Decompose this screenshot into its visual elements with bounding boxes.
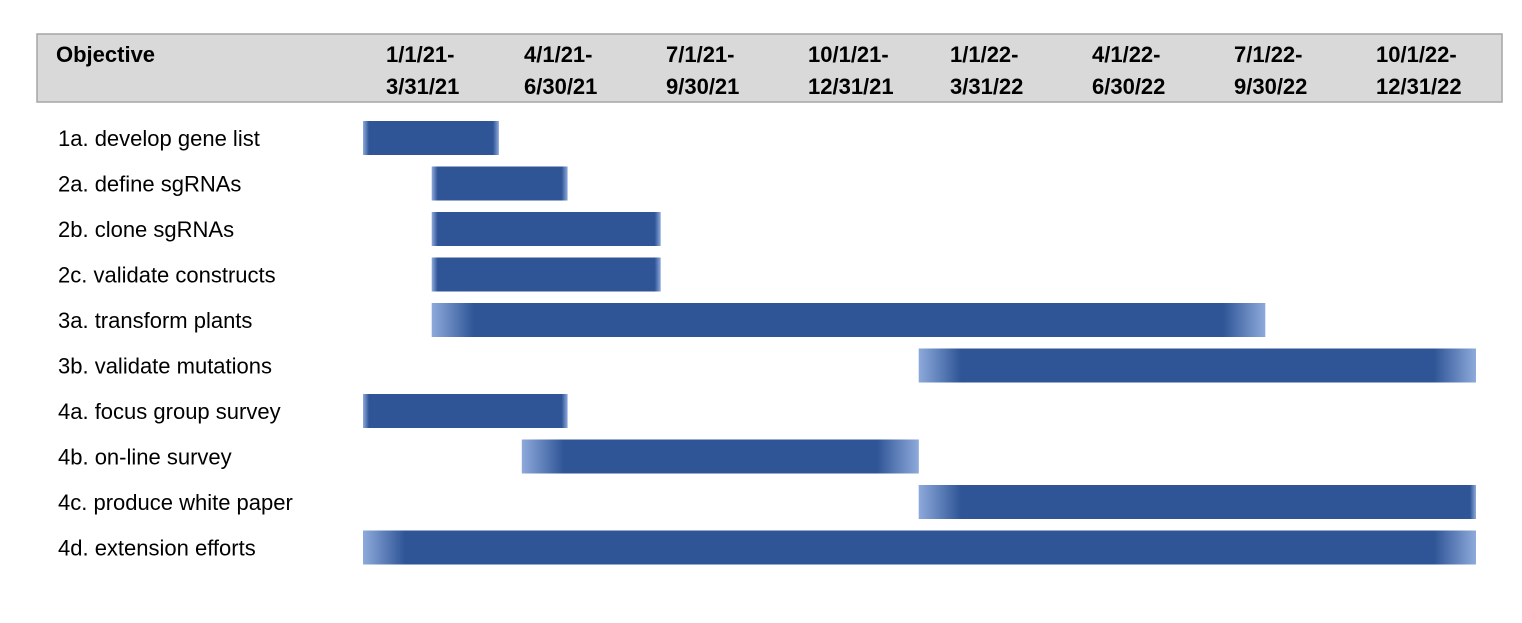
task-label: 3b. validate mutations bbox=[58, 354, 272, 379]
task-label: 2b. clone sgRNAs bbox=[58, 217, 234, 242]
task-bar bbox=[431, 257, 661, 292]
period-header-line2: 12/31/22 bbox=[1376, 74, 1462, 99]
task-bar bbox=[431, 303, 1266, 337]
task-label: 4d. extension efforts bbox=[58, 536, 256, 561]
header-background bbox=[36, 33, 1503, 103]
period-header-line1: 4/1/22- bbox=[1092, 42, 1161, 67]
task-label: 4b. on-line survey bbox=[58, 445, 232, 470]
period-header-line1: 10/1/22- bbox=[1376, 42, 1457, 67]
task-label: 2a. define sgRNAs bbox=[58, 172, 241, 197]
task-rows: 1a. develop gene list 2a. define sgRNAs 2b… bbox=[58, 121, 1476, 565]
task-bar bbox=[363, 394, 568, 428]
period-header-line2: 9/30/21 bbox=[666, 74, 739, 99]
task-bar bbox=[918, 485, 1476, 519]
task-label: 4a. focus group survey bbox=[58, 399, 281, 424]
task-bar bbox=[431, 166, 568, 201]
task-bar bbox=[363, 530, 1476, 565]
period-header-line2: 3/31/22 bbox=[950, 74, 1023, 99]
task-label: 4c. produce white paper bbox=[58, 490, 293, 515]
period-header-line1: 1/1/22- bbox=[950, 42, 1019, 67]
header-objective-label: Objective bbox=[56, 42, 155, 67]
period-header-line2: 3/31/21 bbox=[386, 74, 459, 99]
period-header-line1: 10/1/21- bbox=[808, 42, 889, 67]
task-label: 2c. validate constructs bbox=[58, 263, 276, 288]
period-header-line2: 6/30/22 bbox=[1092, 74, 1165, 99]
period-header-line2: 12/31/21 bbox=[808, 74, 894, 99]
task-label: 3a. transform plants bbox=[58, 308, 252, 333]
task-bar bbox=[918, 348, 1476, 383]
period-header-line1: 7/1/22- bbox=[1234, 42, 1303, 67]
period-header-line1: 4/1/21- bbox=[524, 42, 593, 67]
task-bar bbox=[431, 212, 661, 246]
task-label: 1a. develop gene list bbox=[58, 126, 260, 151]
period-header-line2: 6/30/21 bbox=[524, 74, 597, 99]
period-headers: 1/1/21- 3/31/21 4/1/21- 6/30/21 7/1/21- 9/30/… bbox=[386, 42, 1462, 99]
task-bar bbox=[521, 439, 919, 474]
period-header-line2: 9/30/22 bbox=[1234, 74, 1307, 99]
task-bar bbox=[363, 121, 499, 155]
period-header-line1: 1/1/21- bbox=[386, 42, 455, 67]
period-header-line1: 7/1/21- bbox=[666, 42, 735, 67]
